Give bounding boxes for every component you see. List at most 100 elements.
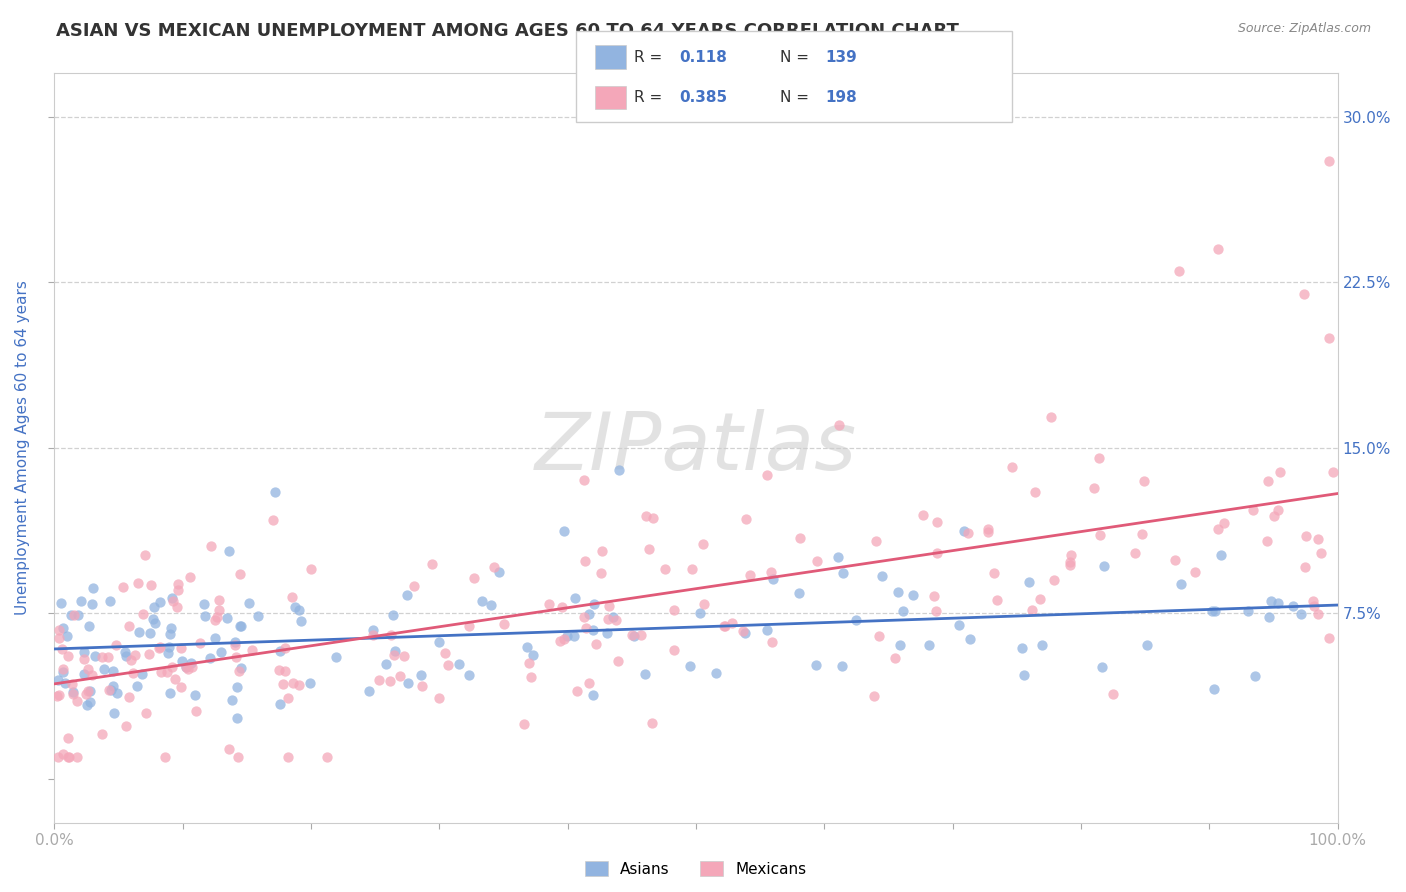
- Point: [513, 717, 536, 731]
- Point: [925, 605, 948, 619]
- Point: [922, 589, 945, 603]
- Point: [200, 539, 222, 553]
- Point: [269, 664, 291, 678]
- Point: [806, 554, 828, 568]
- Point: [135, 706, 157, 721]
- Point: [1021, 603, 1043, 617]
- Point: [80, 668, 103, 682]
- Text: 198: 198: [825, 90, 858, 104]
- Point: [1133, 474, 1156, 488]
- Point: [170, 680, 193, 694]
- Point: [394, 648, 416, 663]
- Point: [762, 572, 785, 586]
- Point: [93, 662, 115, 676]
- Legend: Asians, Mexicans: Asians, Mexicans: [579, 855, 813, 883]
- Point: [357, 684, 380, 698]
- Point: [582, 597, 605, 611]
- Point: [290, 614, 312, 628]
- Point: [434, 646, 457, 660]
- Point: [48, 631, 70, 645]
- Point: [1029, 591, 1052, 606]
- Point: [977, 522, 1000, 536]
- Point: [131, 667, 153, 681]
- Point: [1040, 409, 1063, 424]
- Point: [262, 513, 284, 527]
- Point: [662, 642, 685, 657]
- Point: [204, 632, 226, 646]
- Point: [605, 613, 627, 627]
- Point: [828, 417, 851, 432]
- Point: [831, 566, 853, 581]
- Point: [643, 511, 665, 525]
- Point: [104, 638, 127, 652]
- Point: [60, 608, 83, 623]
- Point: [58, 749, 80, 764]
- Point: [75, 687, 97, 701]
- Point: [141, 578, 163, 592]
- Point: [596, 612, 619, 626]
- Point: [548, 633, 571, 648]
- Point: [870, 569, 893, 583]
- Point: [1308, 532, 1330, 546]
- Point: [367, 673, 389, 688]
- Point: [247, 608, 270, 623]
- Point: [226, 749, 249, 764]
- Point: [180, 656, 202, 670]
- Point: [411, 667, 433, 681]
- Point: [167, 582, 190, 597]
- Point: [55, 676, 77, 690]
- Text: Source: ZipAtlas.com: Source: ZipAtlas.com: [1237, 22, 1371, 36]
- Point: [1087, 450, 1109, 465]
- Point: [149, 640, 172, 654]
- Point: [288, 678, 311, 692]
- Point: [692, 537, 714, 551]
- Point: [157, 640, 180, 654]
- Point: [733, 624, 755, 638]
- Point: [277, 690, 299, 705]
- Point: [73, 645, 96, 659]
- Point: [281, 590, 304, 604]
- Point: [952, 524, 974, 539]
- Point: [575, 621, 598, 635]
- Point: [91, 727, 114, 741]
- Point: [1303, 599, 1326, 613]
- Point: [1322, 465, 1344, 479]
- Point: [46, 673, 69, 687]
- Point: [986, 593, 1008, 607]
- Point: [598, 599, 620, 613]
- Point: [138, 647, 160, 661]
- Point: [578, 607, 600, 621]
- Point: [957, 525, 980, 540]
- Point: [1206, 522, 1229, 536]
- Point: [46, 690, 69, 704]
- Point: [553, 632, 575, 646]
- Point: [634, 666, 657, 681]
- Point: [1317, 631, 1340, 645]
- Point: [591, 566, 613, 580]
- Point: [229, 619, 252, 633]
- Point: [596, 625, 619, 640]
- Point: [654, 562, 676, 576]
- Point: [562, 629, 585, 643]
- Point: [634, 509, 657, 524]
- Point: [585, 637, 607, 651]
- Point: [218, 543, 240, 558]
- Point: [1132, 527, 1154, 541]
- Point: [1263, 508, 1285, 523]
- Point: [80, 597, 103, 611]
- Text: ZIPatlas: ZIPatlas: [534, 409, 858, 487]
- Point: [52, 662, 75, 676]
- Point: [1237, 604, 1260, 618]
- Point: [273, 641, 295, 656]
- Point: [194, 608, 217, 623]
- Point: [84, 649, 107, 664]
- Point: [204, 613, 226, 627]
- Point: [925, 515, 948, 529]
- Point: [46, 749, 69, 764]
- Point: [111, 580, 134, 594]
- Point: [721, 616, 744, 631]
- Point: [761, 635, 783, 649]
- Point: [429, 690, 451, 705]
- Point: [115, 648, 138, 663]
- Point: [142, 612, 165, 626]
